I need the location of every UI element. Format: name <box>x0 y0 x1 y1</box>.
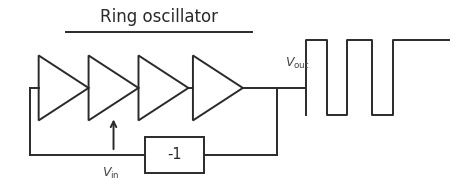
Text: $V_{\mathrm{in}}$: $V_{\mathrm{in}}$ <box>102 166 120 181</box>
Text: Ring oscillator: Ring oscillator <box>100 8 218 26</box>
Bar <box>145 137 204 173</box>
Text: -1: -1 <box>168 147 182 162</box>
Text: $V_{\mathrm{out}}$: $V_{\mathrm{out}}$ <box>285 56 310 71</box>
